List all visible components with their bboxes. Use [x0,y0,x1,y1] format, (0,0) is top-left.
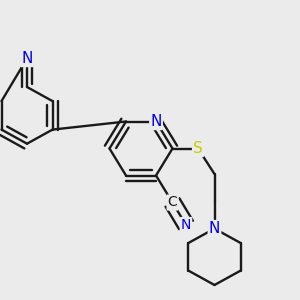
Text: S: S [193,141,203,156]
Text: N: N [150,114,162,129]
Text: N: N [181,218,191,232]
Text: N: N [21,51,33,66]
Text: C: C [168,196,177,209]
Text: N: N [209,221,220,236]
